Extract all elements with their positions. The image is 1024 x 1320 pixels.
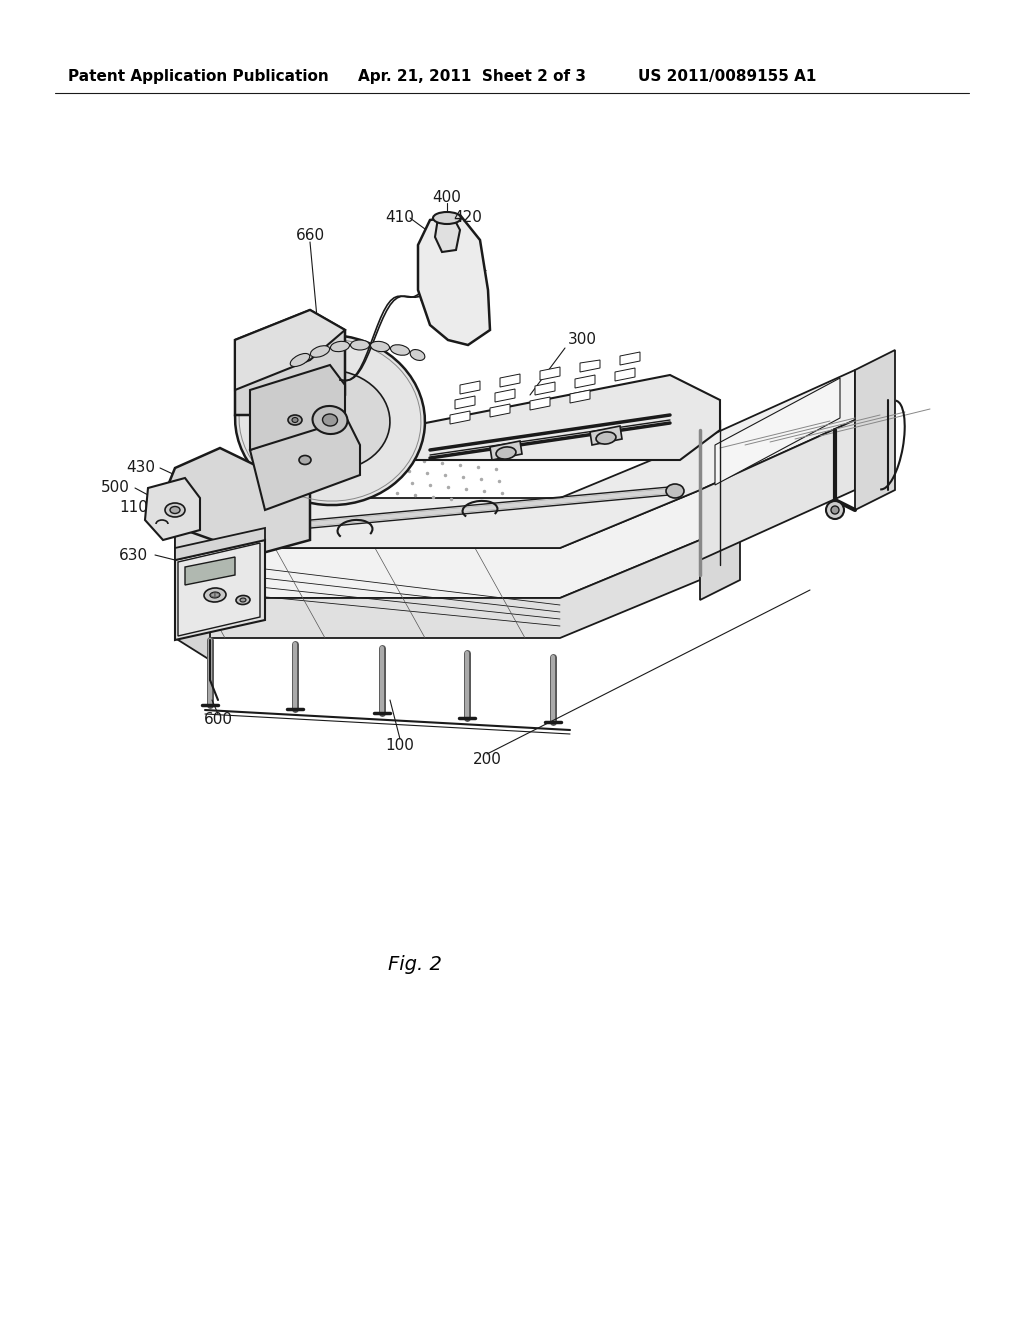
Polygon shape [175, 540, 265, 640]
Ellipse shape [270, 370, 390, 470]
Polygon shape [160, 447, 310, 554]
Polygon shape [175, 540, 700, 638]
Polygon shape [450, 411, 470, 424]
Ellipse shape [831, 506, 839, 513]
Text: 600: 600 [204, 713, 232, 727]
Text: 100: 100 [386, 738, 415, 752]
Polygon shape [250, 414, 360, 510]
Text: Apr. 21, 2011  Sheet 2 of 3: Apr. 21, 2011 Sheet 2 of 3 [358, 69, 586, 83]
Polygon shape [590, 426, 622, 445]
Ellipse shape [236, 335, 425, 506]
Polygon shape [530, 397, 550, 411]
Ellipse shape [310, 346, 330, 358]
Text: 500: 500 [101, 480, 130, 495]
Text: 200: 200 [472, 752, 502, 767]
Polygon shape [575, 375, 595, 388]
Polygon shape [175, 490, 700, 598]
Text: 660: 660 [296, 227, 325, 243]
Polygon shape [490, 441, 522, 459]
Text: 420: 420 [454, 210, 482, 226]
Polygon shape [490, 404, 510, 417]
Polygon shape [620, 352, 640, 366]
Text: Patent Application Publication: Patent Application Publication [68, 69, 329, 83]
Ellipse shape [236, 595, 250, 605]
Polygon shape [540, 367, 560, 380]
Polygon shape [234, 310, 345, 389]
Polygon shape [185, 557, 234, 585]
Polygon shape [580, 360, 600, 372]
Ellipse shape [210, 591, 220, 598]
Polygon shape [175, 440, 700, 548]
Text: 400: 400 [432, 190, 462, 205]
Polygon shape [855, 350, 895, 510]
Ellipse shape [292, 417, 298, 422]
Polygon shape [390, 375, 720, 459]
Polygon shape [460, 381, 480, 393]
Ellipse shape [826, 502, 844, 519]
Ellipse shape [323, 414, 338, 426]
Ellipse shape [204, 587, 226, 602]
Polygon shape [700, 470, 740, 601]
Polygon shape [700, 370, 855, 490]
Polygon shape [615, 368, 635, 381]
Ellipse shape [312, 407, 347, 434]
Ellipse shape [666, 484, 684, 498]
Ellipse shape [390, 345, 410, 355]
Text: ◁▷: ◁▷ [209, 590, 221, 599]
Ellipse shape [299, 455, 311, 465]
Polygon shape [418, 215, 490, 345]
Ellipse shape [350, 341, 370, 350]
Ellipse shape [496, 447, 516, 459]
Ellipse shape [433, 213, 461, 224]
Text: US 2011/0089155 A1: US 2011/0089155 A1 [638, 69, 816, 83]
Polygon shape [435, 215, 460, 252]
Polygon shape [535, 381, 555, 395]
Ellipse shape [165, 503, 185, 517]
Ellipse shape [331, 342, 349, 351]
Polygon shape [175, 498, 210, 570]
Polygon shape [250, 366, 345, 450]
Ellipse shape [371, 342, 389, 351]
Ellipse shape [288, 414, 302, 425]
Text: 300: 300 [567, 333, 597, 347]
Text: 630: 630 [119, 548, 148, 562]
Ellipse shape [240, 598, 246, 602]
Polygon shape [500, 374, 520, 387]
Polygon shape [175, 528, 265, 560]
Polygon shape [455, 396, 475, 409]
Polygon shape [700, 420, 855, 560]
Ellipse shape [596, 432, 616, 444]
Polygon shape [175, 548, 210, 660]
Polygon shape [495, 389, 515, 403]
Polygon shape [234, 310, 345, 414]
Polygon shape [715, 378, 840, 484]
Text: 110: 110 [119, 500, 148, 516]
Ellipse shape [411, 350, 425, 360]
Text: 430: 430 [126, 461, 155, 475]
Ellipse shape [290, 354, 309, 367]
Polygon shape [570, 389, 590, 403]
Polygon shape [145, 478, 200, 540]
Text: Fig. 2: Fig. 2 [388, 956, 442, 974]
Text: 410: 410 [386, 210, 415, 226]
Ellipse shape [170, 507, 180, 513]
Polygon shape [178, 543, 260, 636]
